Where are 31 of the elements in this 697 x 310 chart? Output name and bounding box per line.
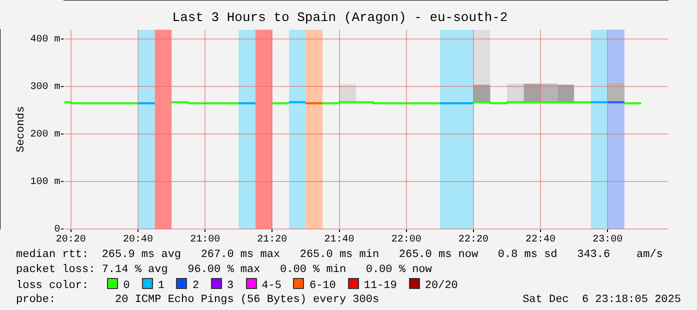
y-tick-label: 300 m [30,82,60,94]
x-tick-label: 22:40 [526,234,556,246]
text: 11-19 [364,280,397,292]
text: loss color: [16,280,89,292]
text: 0 [123,280,130,292]
text: 1 [158,280,164,292]
y-tick-label: 200 m [30,130,60,141]
text: 20/20 [424,280,458,292]
x-tick-label: 22:00 [391,234,422,246]
text: packet loss: 7.14 % avg 96.00 % max 0.00 % min 0.00 % now [16,263,432,277]
text: 4-5 [262,280,282,292]
x-tick-label: 20:40 [123,234,154,246]
x-tick-label: 21:00 [190,234,220,246]
text: 6-10 [309,280,336,292]
text: 2 [192,280,200,292]
y-axis-title: Seconds [16,106,28,152]
x-tick-label: 20:20 [56,234,86,246]
bar [608,83,624,104]
text: median rtt: 265.9 ms avg 267.0 ms max 265.0 ms min 265.0 ms now 0.8 ms sd 343.6 am/s [16,248,663,262]
x-tick-label: 21:20 [257,234,288,246]
x-tick-label: 23:00 [592,234,623,246]
bar [473,30,490,85]
y-tick-label: 0 [54,224,60,236]
x-tick-label: 21:40 [324,234,354,246]
text: Sat Dec 6 23:18:05 2025 [522,293,681,307]
text: probe: 20 ICMP Echo Pings (56 Bytes) every 300s [16,294,380,306]
y-tick-label: 100 m [30,177,60,188]
y-tick-label: 400 m [30,34,60,46]
text: 3 [227,280,234,292]
chart-title: Last 3 Hours to Spain (Aragon) - eu-south-2 [172,10,508,26]
x-tick-label: 22:20 [458,234,488,246]
